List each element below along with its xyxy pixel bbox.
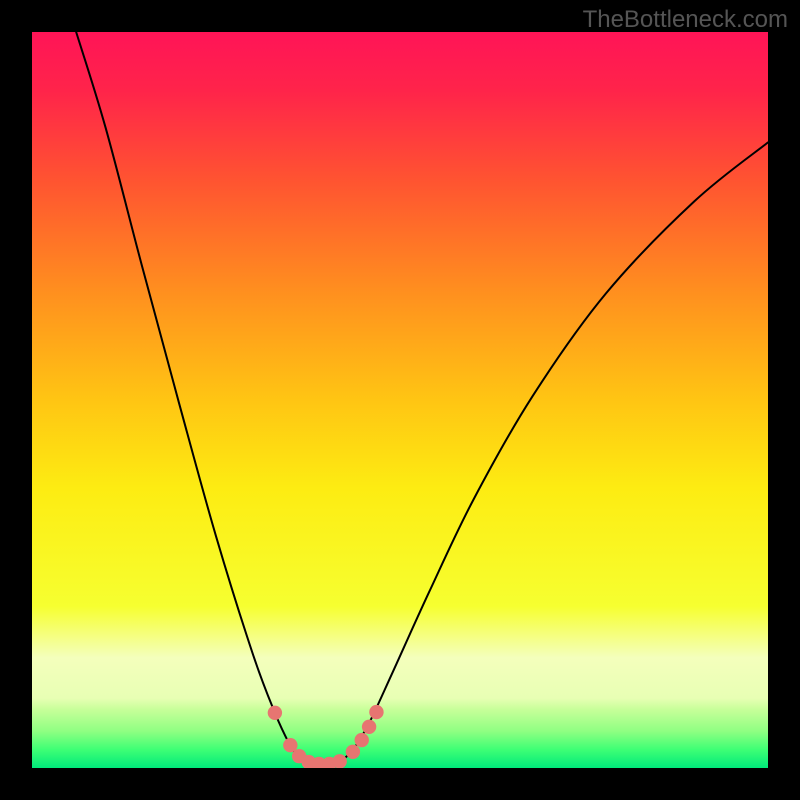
plot-area [32, 32, 768, 768]
curve-marker [362, 720, 376, 734]
plot-svg [32, 32, 768, 768]
curve-marker [346, 745, 360, 759]
chart-frame: TheBottleneck.com [0, 0, 800, 800]
curve-marker [268, 706, 282, 720]
curve-marker [355, 733, 369, 747]
watermark-text: TheBottleneck.com [583, 6, 788, 34]
curve-marker [332, 754, 346, 768]
curve-marker [369, 705, 383, 719]
